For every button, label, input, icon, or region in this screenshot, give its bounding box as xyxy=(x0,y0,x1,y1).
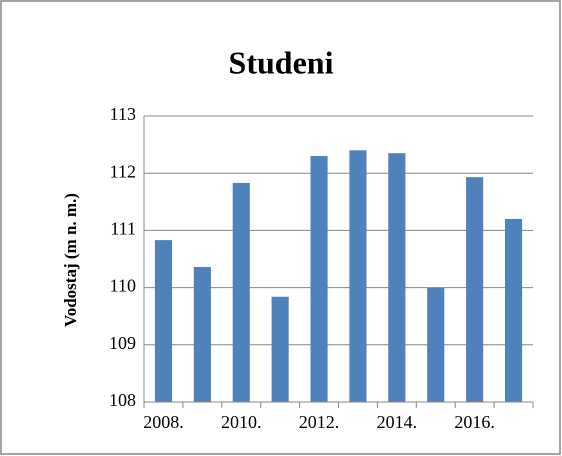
x-tick-label: 2008. xyxy=(143,412,184,432)
x-tick-label: 2014. xyxy=(377,412,418,432)
bar xyxy=(271,296,289,402)
bar xyxy=(193,267,211,402)
bar xyxy=(427,287,445,402)
y-tick-label: 109 xyxy=(109,333,136,353)
bar xyxy=(154,240,173,402)
bar xyxy=(310,156,328,402)
y-tick-label: 112 xyxy=(110,161,136,181)
x-tick-label: 2012. xyxy=(299,412,340,432)
chart-title: Studeni xyxy=(229,44,334,80)
y-tick-label: 108 xyxy=(109,390,136,410)
bar xyxy=(388,153,406,402)
x-tick-label: 2010. xyxy=(221,412,262,432)
bar xyxy=(232,182,250,402)
y-tick-label: 113 xyxy=(110,104,136,124)
y-tick-label: 111 xyxy=(110,219,136,239)
y-tick-label: 110 xyxy=(110,276,136,296)
x-tick-label: 2016. xyxy=(454,412,495,432)
bar xyxy=(466,177,484,402)
y-axis-label: Vodostaj (m n. m.) xyxy=(61,193,80,327)
bar xyxy=(504,218,523,402)
bar xyxy=(349,150,367,402)
